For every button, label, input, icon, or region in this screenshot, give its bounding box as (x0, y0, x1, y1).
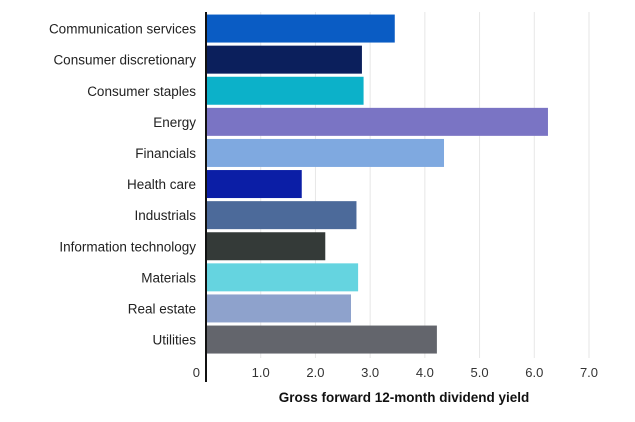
x-tick-labels: 0 1.0 2.0 3.0 4.0 5.0 6.0 7.0 (193, 365, 598, 380)
category-label: Health care (127, 177, 196, 192)
bar-consumer-discretionary (206, 45, 362, 74)
bar-utilities (206, 325, 437, 354)
bar-consumer-staples (206, 76, 364, 105)
category-label: Information technology (59, 239, 196, 254)
category-label: Consumer staples (87, 84, 196, 99)
bar-communication-services (206, 14, 395, 43)
x-tick-label: 3.0 (361, 365, 379, 380)
bar-real-estate (206, 294, 351, 323)
category-label: Utilities (152, 333, 196, 348)
x-tick-label: 5.0 (471, 365, 489, 380)
x-tick-label: 7.0 (580, 365, 598, 380)
bars (206, 14, 548, 354)
x-tick-label: 0 (193, 365, 200, 380)
category-labels: Communication services Consumer discretio… (49, 22, 196, 348)
bar-materials (206, 263, 359, 292)
bar-information-technology (206, 232, 326, 261)
category-label: Communication services (49, 22, 196, 37)
category-label: Real estate (128, 301, 196, 316)
bar-health-care (206, 170, 302, 199)
x-axis-title: Gross forward 12-month dividend yield (279, 390, 530, 405)
x-tick-label: 4.0 (416, 365, 434, 380)
x-tick-label: 1.0 (252, 365, 270, 380)
category-label: Consumer discretionary (53, 53, 196, 68)
bar-energy (206, 107, 548, 136)
x-tick-label: 2.0 (306, 365, 324, 380)
category-label: Industrials (134, 208, 196, 223)
x-tick-label: 6.0 (525, 365, 543, 380)
category-label: Energy (153, 115, 196, 130)
category-label: Financials (135, 146, 196, 161)
bar-financials (206, 138, 445, 167)
category-label: Materials (141, 270, 196, 285)
bar-industrials (206, 201, 357, 230)
